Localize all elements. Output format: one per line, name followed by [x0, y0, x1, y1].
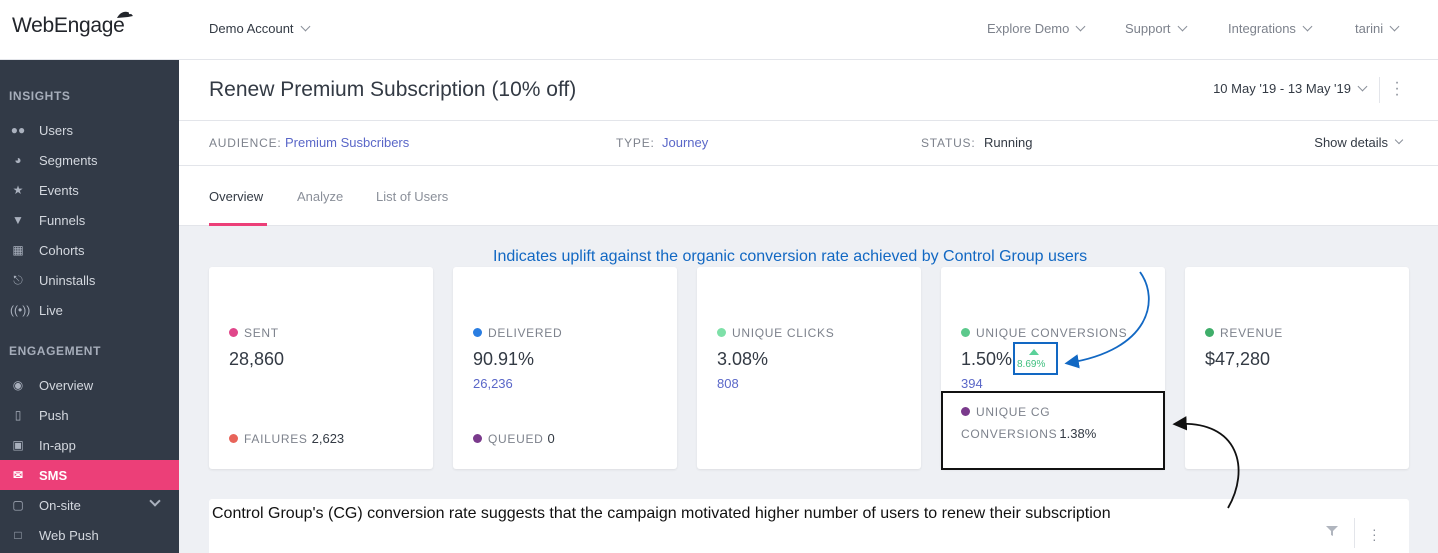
nav-support[interactable]: Support — [1125, 21, 1187, 36]
more-options-icon[interactable]: · · · — [1394, 74, 1400, 103]
chevron-down-icon — [1389, 21, 1400, 32]
funnel-icon: ▼ — [12, 213, 24, 227]
clicks-dot — [717, 328, 726, 337]
clicks-value: 3.08% — [717, 349, 769, 369]
type-link[interactable]: Journey — [662, 135, 709, 150]
users-icon: ●● — [10, 123, 26, 137]
sent-card: SENT 28,860 FAILURES 2,623 — [209, 267, 433, 469]
account-switcher[interactable]: Demo Account — [209, 21, 310, 36]
unique-clicks-card: UNIQUE CLICKS 3.08% 808 — [697, 267, 921, 469]
delivered-card: DELIVERED 90.91% 26,236 QUEUED 0 — [453, 267, 677, 469]
show-details-toggle[interactable]: Show details — [1314, 135, 1404, 150]
phone-icon: ▯ — [14, 408, 22, 422]
page-title: Renew Premium Subscription (10% off) — [209, 78, 577, 101]
cg-value: 1.38% — [1059, 426, 1097, 441]
revenue-value: $47,280 — [1205, 349, 1271, 369]
chevron-down-icon — [1075, 21, 1086, 32]
sidebar-item-sms[interactable]: ✉ SMS — [0, 460, 179, 490]
sms-icon: ✉ — [12, 468, 24, 482]
uplift-annotation: Indicates uplift against the organic con… — [493, 248, 1088, 265]
tab-analyze[interactable]: Analyze — [297, 189, 344, 204]
audience-link[interactable]: Premium Susbcribers — [285, 135, 410, 150]
tab-bar: Overview Analyze List of Users — [179, 166, 1438, 226]
sidebar: INSIGHTS ●● Users ◕ Segments ★ Events ▼ Funn… — [0, 60, 179, 553]
sidebar-item-uninstalls[interactable]: ⎋ Uninstalls — [0, 265, 179, 295]
failures-dot — [229, 434, 238, 443]
double-chevron-down-icon — [1394, 135, 1404, 145]
filter-icon[interactable] — [1326, 526, 1338, 536]
revenue-card: REVENUE $47,280 — [1185, 267, 1409, 469]
up-arrow-icon — [1029, 349, 1039, 355]
active-tab-indicator — [209, 223, 267, 226]
nav-integrations[interactable]: Integrations — [1228, 21, 1313, 36]
sidebar-item-cohorts[interactable]: ▦ Cohorts — [0, 235, 179, 265]
sidebar-item-live[interactable]: ((•)) Live — [10, 303, 63, 318]
conversions-dot — [961, 328, 970, 337]
inapp-icon: ▣ — [12, 438, 24, 452]
sidebar-item-funnels[interactable]: ▼ Funnels — [0, 205, 179, 235]
failures-value: 2,623 — [311, 431, 345, 446]
uplift-badge: 8.69% — [1013, 342, 1058, 375]
uplift-value: 8.69% — [1017, 359, 1046, 370]
sidebar-item-web-push[interactable]: □ Web Push — [0, 520, 179, 550]
uninstall-icon: ⎋ — [13, 273, 23, 287]
nav-explore-demo[interactable]: Explore Demo — [987, 21, 1086, 36]
webengage-logo[interactable]: WebEngage — [12, 11, 133, 38]
sidebar-item-in-app[interactable]: ▣ In-app — [0, 430, 179, 460]
account-name: Demo Account — [209, 21, 294, 36]
type-label: TYPE: — [616, 136, 655, 150]
eye-icon: ◉ — [12, 378, 24, 392]
sidebar-item-users[interactable]: ●● Users — [10, 123, 73, 138]
sent-dot — [229, 328, 238, 337]
chevron-down-icon — [149, 495, 161, 507]
delivered-dot — [473, 328, 482, 337]
status-value: Running — [984, 135, 1033, 150]
queued-dot — [473, 434, 482, 443]
chevron-down-icon — [1357, 81, 1368, 92]
sidebar-item-push[interactable]: ▯ Push — [0, 400, 179, 430]
star-icon: ★ — [12, 183, 24, 197]
cg-annotation: Control Group's (CG) conversion rate sug… — [212, 505, 1111, 522]
page-header: Renew Premium Subscription (10% off) 10 … — [179, 60, 1438, 121]
delivered-count[interactable]: 26,236 — [473, 376, 513, 391]
conversions-value: 1.50% — [961, 349, 1013, 369]
logo-text: WebEngage — [12, 14, 125, 37]
queued-value: 0 — [547, 431, 555, 446]
user-menu[interactable]: tarini — [1355, 21, 1400, 36]
chevron-down-icon — [1177, 21, 1187, 32]
date-range-picker[interactable]: 10 May '19 - 13 May '19 — [1213, 81, 1368, 96]
chevron-down-icon — [300, 21, 310, 32]
insights-header: INSIGHTS — [9, 89, 71, 103]
audience-label: AUDIENCE: — [209, 136, 282, 150]
sent-value: 28,860 — [229, 349, 285, 369]
broadcast-icon: ((•)) — [10, 303, 31, 317]
onsite-icon: ▢ — [12, 498, 24, 512]
cg-dot — [961, 407, 970, 416]
sidebar-item-on-site[interactable]: ▢ On-site — [0, 490, 179, 520]
tab-list-of-users[interactable]: List of Users — [376, 189, 449, 204]
sidebar-item-overview[interactable]: ◉ Overview — [0, 370, 179, 400]
webpush-icon: □ — [14, 528, 22, 542]
status-label: STATUS: — [921, 136, 976, 150]
campaign-meta: AUDIENCE: Premium Susbcribers TYPE: Jour… — [179, 121, 1438, 166]
grid-icon: ▦ — [12, 243, 24, 257]
sidebar-item-events[interactable]: ★ Events — [0, 175, 179, 205]
divider — [1354, 518, 1355, 548]
revenue-dot — [1205, 328, 1214, 337]
pie-icon: ◕ — [14, 153, 22, 167]
clicks-count[interactable]: 808 — [717, 376, 739, 391]
bird-logo-icon — [117, 11, 133, 18]
more-options-icon[interactable]: · · · — [1372, 521, 1377, 547]
sidebar-item-segments[interactable]: ◕ Segments — [0, 145, 179, 175]
top-bar: WebEngage Demo Account Explore Demo Supp… — [0, 0, 1438, 60]
delivered-value: 90.91% — [473, 349, 535, 369]
conversions-count[interactable]: 394 — [961, 376, 983, 391]
divider — [1379, 77, 1380, 103]
engagement-header: ENGAGEMENT — [9, 344, 102, 358]
chevron-down-icon — [1302, 21, 1313, 32]
cg-conversions-box: UNIQUE CG CONVERSIONS 1.38% — [941, 391, 1165, 470]
tab-overview[interactable]: Overview — [209, 189, 264, 204]
